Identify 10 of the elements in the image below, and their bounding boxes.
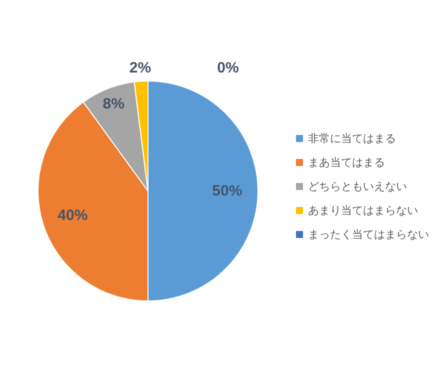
legend-label: まあ当てはまる [308,156,385,170]
text: 0% [217,59,239,76]
legend-label: どちらともいえない [308,180,407,194]
legend-label: まったく当てはまらない [308,228,429,242]
data-label: 2% [129,60,152,77]
legend-label: 非常に当てはまる [308,132,396,146]
legend-label: あまり当てはまらない [308,204,418,218]
data-label: 40% [58,206,88,224]
data-label: 50% [212,182,242,200]
data-label: 8% [102,96,124,113]
